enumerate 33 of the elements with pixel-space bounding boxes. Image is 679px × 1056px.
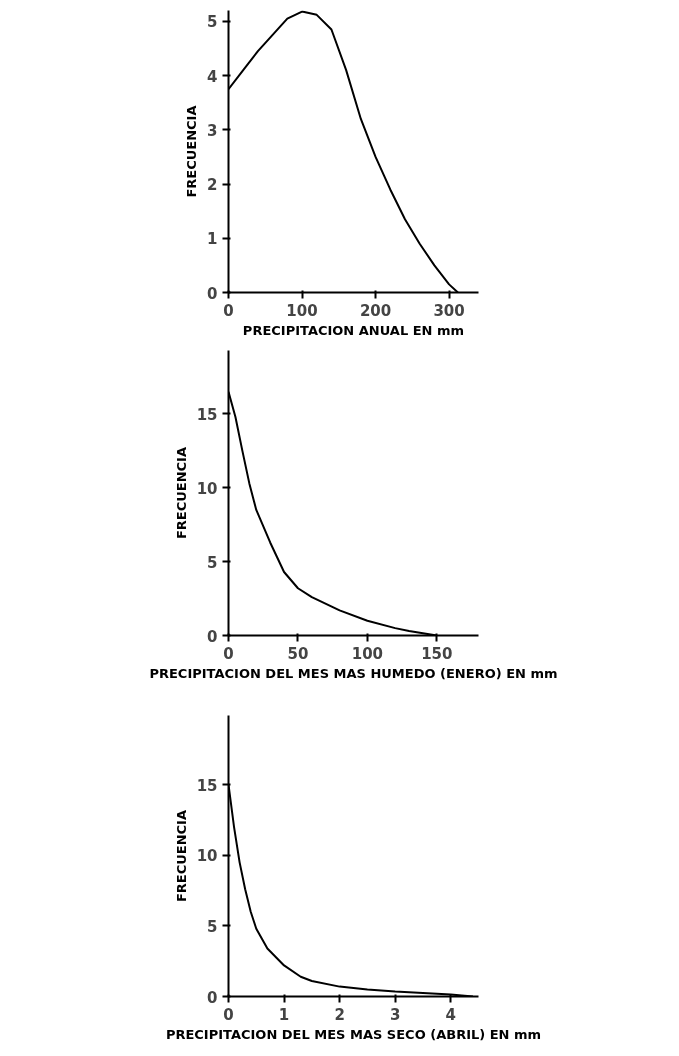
y-tick-label: 5 [207, 13, 218, 32]
x-tick-label: 0 [223, 301, 234, 320]
x-tick-label: 300 [433, 301, 465, 320]
x-axis-title: PRECIPITACION DEL MES MAS HUMEDO (ENERO) EN mm [149, 665, 558, 681]
y-tick-label: 0 [207, 988, 218, 1007]
y-tick-label: 15 [196, 406, 218, 424]
y-tick-label: 0 [207, 627, 218, 646]
y-axis-title: FRECUENCIA [184, 105, 200, 198]
x-tick-label: 3 [389, 1005, 401, 1024]
y-axis-title: FRECUENCIA [173, 446, 189, 540]
y-tick-label: 0 [207, 284, 218, 303]
x-tick-label: 50 [287, 644, 309, 663]
y-tick-label: 4 [207, 67, 218, 86]
y-tick-label: 1 [207, 230, 218, 249]
x-tick-label: 100 [286, 301, 318, 320]
x-tick-label: 0 [223, 644, 234, 663]
y-tick-label: 5 [207, 917, 218, 936]
x-axis-title: PRECIPITACION DEL MES MAS SECO (ABRIL) EN mm [165, 1026, 542, 1042]
x-tick-label: 0 [223, 1005, 234, 1024]
x-tick-label: 200 [359, 301, 392, 320]
x-tick-label: 2 [334, 1005, 345, 1024]
x-tick-label: 100 [351, 644, 384, 663]
y-tick-label: 15 [196, 776, 218, 795]
y-tick-label: 10 [196, 479, 218, 498]
x-tick-label: 1 [278, 1005, 290, 1024]
y-tick-label: 2 [207, 176, 218, 195]
x-tick-label: 4 [445, 1005, 456, 1024]
y-tick-label: 10 [196, 847, 218, 866]
y-tick-label: 5 [207, 553, 218, 572]
y-axis-title: FRECUENCIA [173, 809, 189, 903]
y-tick-label: 3 [207, 121, 218, 140]
x-axis-title: PRECIPITACION ANUAL EN mm [242, 322, 465, 338]
x-tick-label: 150 [421, 644, 453, 663]
